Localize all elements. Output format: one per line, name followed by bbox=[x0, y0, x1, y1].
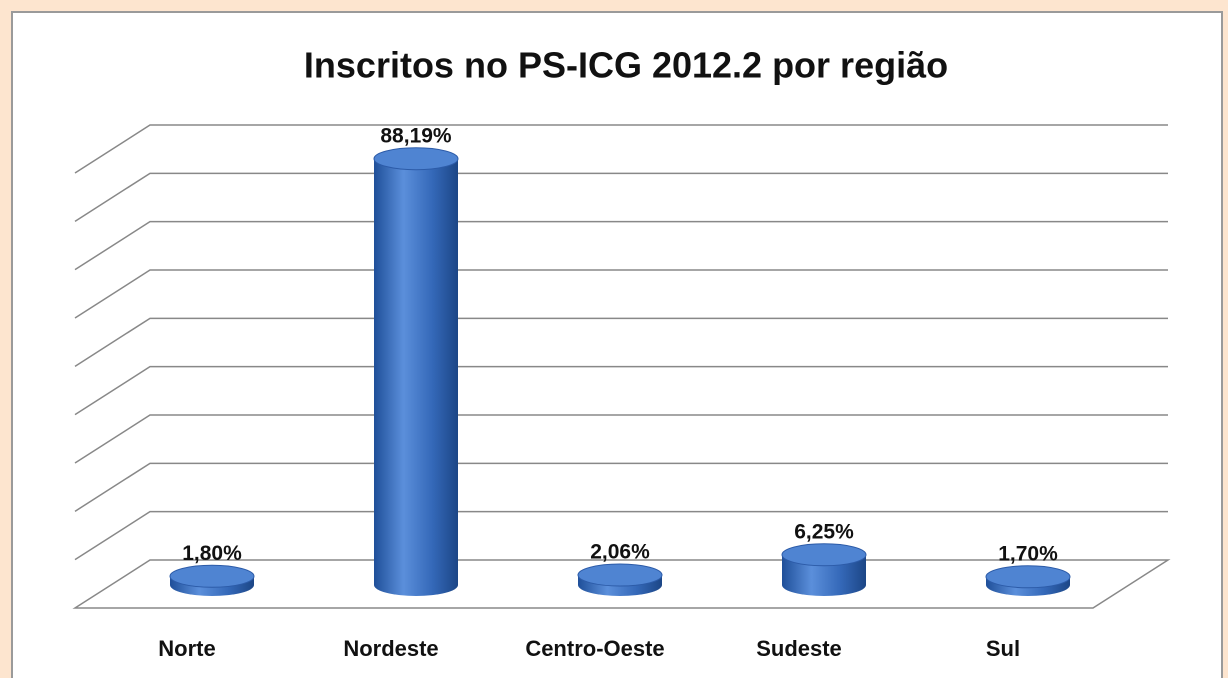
grid-line bbox=[74, 172, 1168, 222]
bar-top bbox=[577, 563, 663, 587]
bar-top bbox=[373, 147, 459, 171]
chart-title: Inscritos no PS-ICG 2012.2 por região bbox=[304, 45, 948, 86]
value-label: 6,25% bbox=[794, 520, 854, 543]
grid-line bbox=[74, 124, 1168, 174]
grid-line bbox=[72, 559, 1171, 609]
grid-line bbox=[74, 510, 1168, 561]
grid-line bbox=[74, 220, 1168, 271]
grid-line bbox=[74, 269, 1168, 319]
x-tick-label: Sudeste bbox=[756, 636, 842, 661]
grid-line bbox=[74, 365, 1168, 416]
x-tick-label: Centro-Oeste bbox=[525, 636, 664, 661]
value-label: 1,70% bbox=[998, 542, 1058, 565]
bar-top bbox=[169, 564, 255, 588]
grid-line bbox=[74, 414, 1168, 464]
grid-line bbox=[74, 462, 1168, 512]
grid-line bbox=[74, 317, 1168, 367]
value-label: 2,06% bbox=[590, 541, 650, 564]
value-label: 1,80% bbox=[182, 542, 242, 565]
bar-top bbox=[781, 543, 867, 567]
x-tick-label: Sul bbox=[986, 636, 1020, 661]
value-label: 88,19% bbox=[380, 124, 452, 147]
bar-top bbox=[985, 565, 1071, 589]
x-tick-label: Nordeste bbox=[343, 636, 438, 661]
bar bbox=[782, 554, 866, 596]
bar bbox=[374, 158, 458, 596]
x-tick-label: Norte bbox=[158, 636, 215, 661]
